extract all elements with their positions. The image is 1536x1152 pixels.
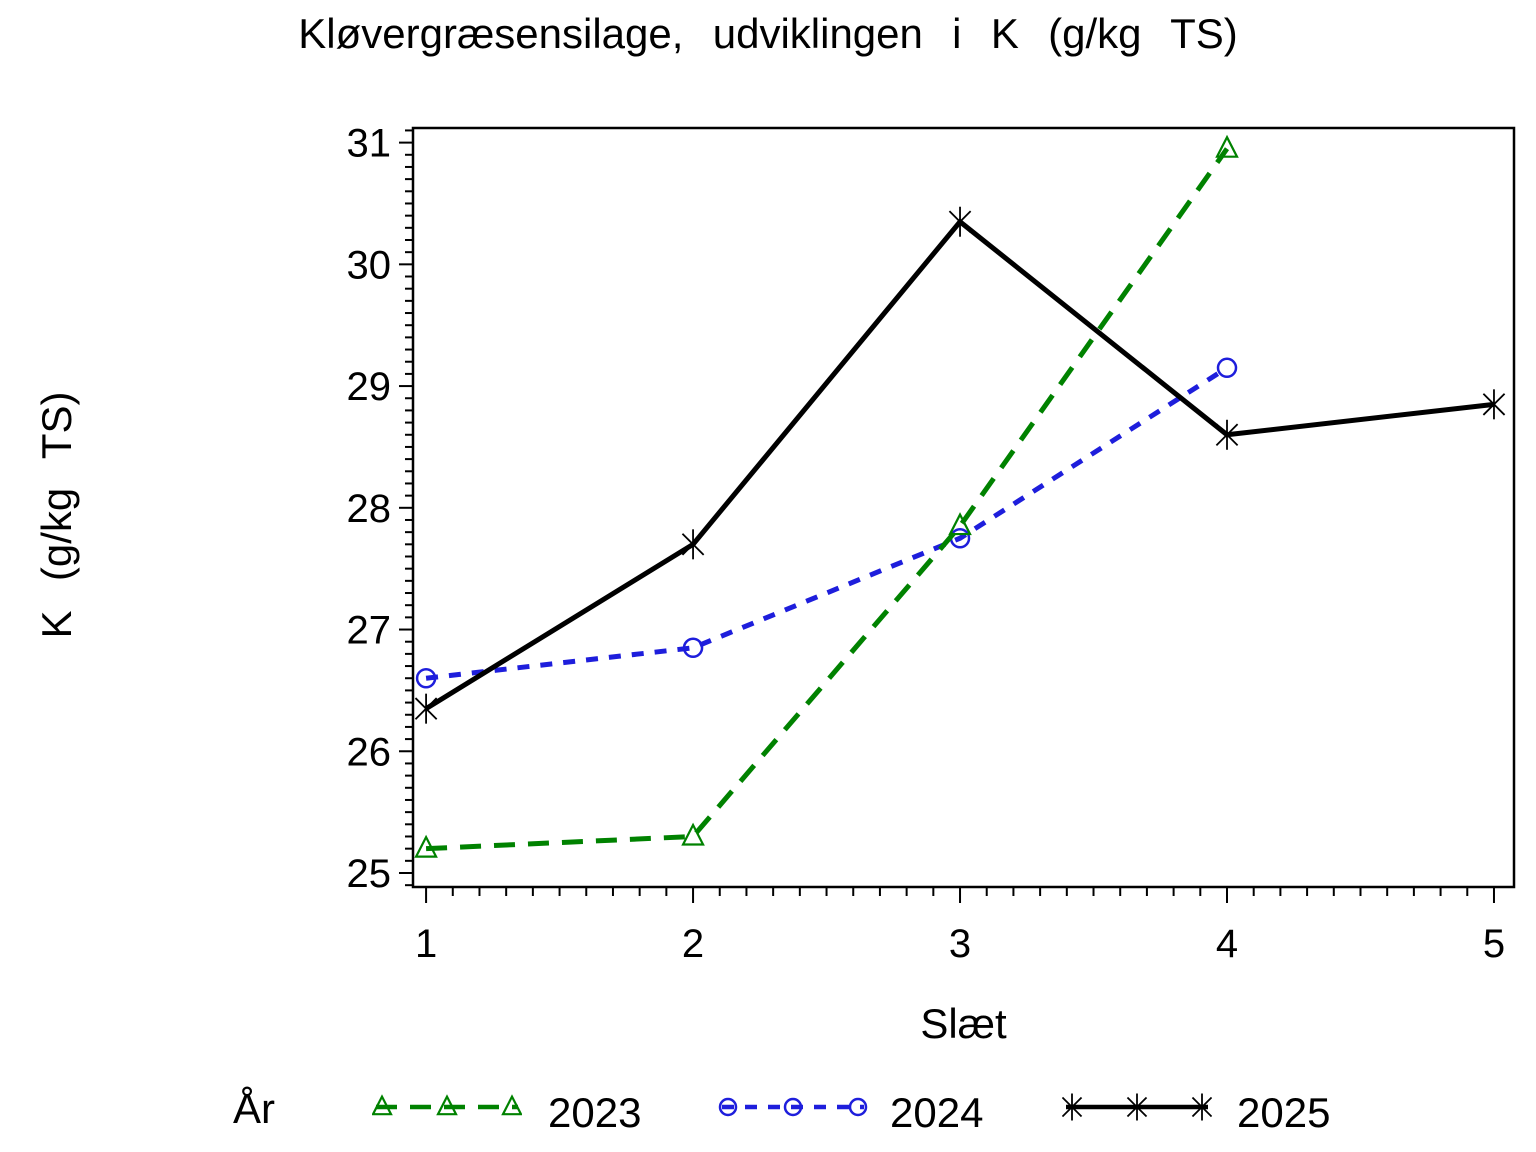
triangle-marker: [414, 834, 438, 858]
x-axis-ticks: 1 2 3 4 5: [415, 887, 1505, 966]
y-tick-label: 28: [347, 487, 392, 531]
x-tick-label: 4: [1216, 922, 1238, 966]
triangle-marker: [948, 512, 972, 536]
asterisk-marker: [414, 693, 438, 724]
plot-frame: [411, 126, 1516, 889]
series-2025: [414, 206, 1506, 724]
x-tick-label: 1: [415, 922, 437, 966]
triangle-marker: [1215, 134, 1239, 158]
circle-marker: [1216, 357, 1238, 379]
circle-marker: [415, 667, 437, 689]
y-tick-label: 25: [347, 852, 392, 896]
series-2023: [414, 134, 1239, 858]
series-2024: [415, 357, 1238, 689]
y-tick-label: 31: [347, 122, 392, 166]
series-2023-line: [425, 147, 1230, 852]
chart-title: Kløvergræsensilage, udviklingen i K (g/k…: [298, 10, 1238, 57]
asterisk-marker: [948, 206, 972, 237]
y-tick-label: 30: [347, 243, 392, 287]
asterisk-marker: [681, 529, 705, 560]
circle-marker: [682, 637, 704, 659]
asterisk-marker: [1482, 389, 1506, 420]
x-tick-label: 3: [949, 922, 971, 966]
y-tick-label: 29: [347, 365, 392, 409]
asterisk-marker: [1215, 419, 1239, 450]
x-axis-title: Slæt: [920, 1000, 1007, 1047]
y-axis-ticks: 25 26 27 28 29 30 31: [347, 122, 413, 896]
series-2024-line: [425, 365, 1229, 681]
series-2025-line: [424, 218, 1495, 711]
y-tick-label: 26: [347, 730, 392, 774]
x-tick-label: 5: [1483, 922, 1505, 966]
y-tick-label: 27: [347, 609, 392, 653]
x-tick-label: 2: [682, 922, 704, 966]
triangle-marker: [681, 822, 705, 846]
